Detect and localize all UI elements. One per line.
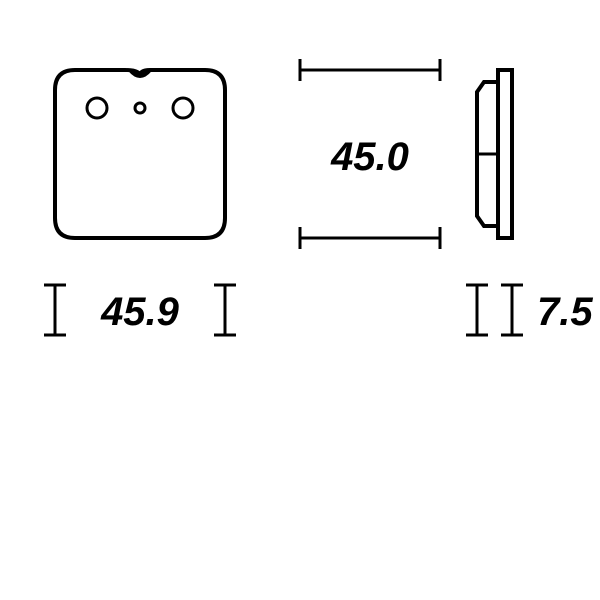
mounting-hole-left: [87, 98, 107, 118]
front-view: [55, 70, 225, 238]
dimension-thickness: 7.5: [466, 285, 593, 335]
diagram-svg: 45.0 45.9 7.5: [0, 0, 600, 600]
pad-outline: [55, 70, 225, 238]
dimension-height: 45.0: [300, 59, 440, 249]
side-view: [477, 70, 512, 238]
backing-plate: [498, 70, 512, 238]
technical-diagram: 45.0 45.9 7.5: [0, 0, 600, 600]
mounting-hole-right: [173, 98, 193, 118]
dimension-width: 45.9: [44, 285, 236, 335]
dimension-thickness-value: 7.5: [537, 290, 593, 334]
center-hole: [135, 103, 145, 113]
dimension-height-value: 45.0: [330, 135, 409, 179]
dimension-width-value: 45.9: [100, 290, 180, 334]
